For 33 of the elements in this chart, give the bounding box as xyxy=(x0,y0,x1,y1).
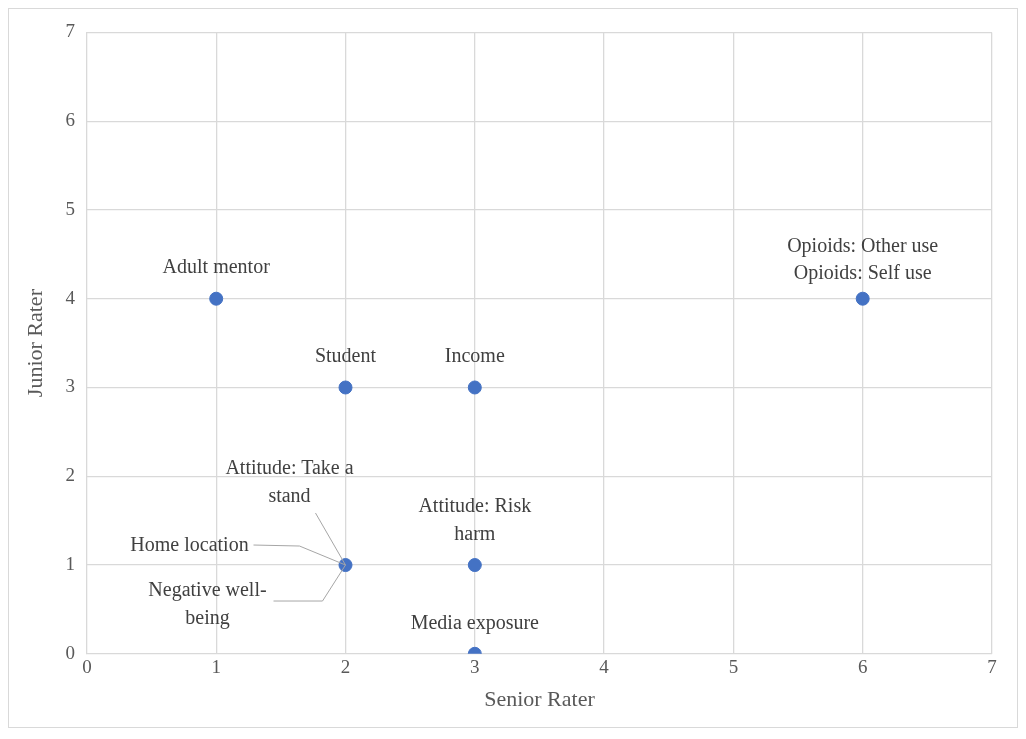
annotation: Home location xyxy=(130,533,249,556)
y-tick-label: 4 xyxy=(65,286,76,308)
point xyxy=(855,291,870,306)
x-axis-title: Senior Rater xyxy=(484,685,596,711)
annotation: Adult mentor xyxy=(162,254,271,277)
annotation: Opioids: Other use xyxy=(787,233,939,257)
x-tick-label: 7 xyxy=(987,656,997,678)
annotation: Negative well-being xyxy=(148,578,267,630)
point xyxy=(467,380,482,395)
x-tick-label: 0 xyxy=(82,656,92,678)
y-tick-label: 3 xyxy=(65,375,75,397)
annotation: Media exposure xyxy=(410,611,540,635)
point xyxy=(209,291,224,306)
x-tick-label: 3 xyxy=(470,656,480,678)
x-tick-label: 4 xyxy=(599,656,610,678)
x-tick-label: 1 xyxy=(211,656,221,678)
y-tick-label: 5 xyxy=(65,197,75,219)
point xyxy=(467,558,482,573)
y-axis-title: Junior Rater xyxy=(21,288,47,398)
y-tick-label: 6 xyxy=(65,109,75,131)
x-tick-label: 6 xyxy=(857,656,868,678)
y-tick-label: 2 xyxy=(65,464,75,486)
annotation: Student xyxy=(314,343,377,366)
annotation: Income xyxy=(444,343,505,366)
annotation: Attitude: Take a stand xyxy=(225,456,354,507)
x-tick-label: 2 xyxy=(340,656,351,678)
y-tick-label: 1 xyxy=(65,553,75,575)
annotation: Opioids: Self use xyxy=(793,260,932,284)
x-tick-label: 5 xyxy=(728,656,739,678)
point xyxy=(338,380,353,395)
annotation: Attitude: Risk harm xyxy=(418,494,532,545)
y-tick-label: 0 xyxy=(65,641,75,663)
y-tick-label: 7 xyxy=(65,20,75,42)
